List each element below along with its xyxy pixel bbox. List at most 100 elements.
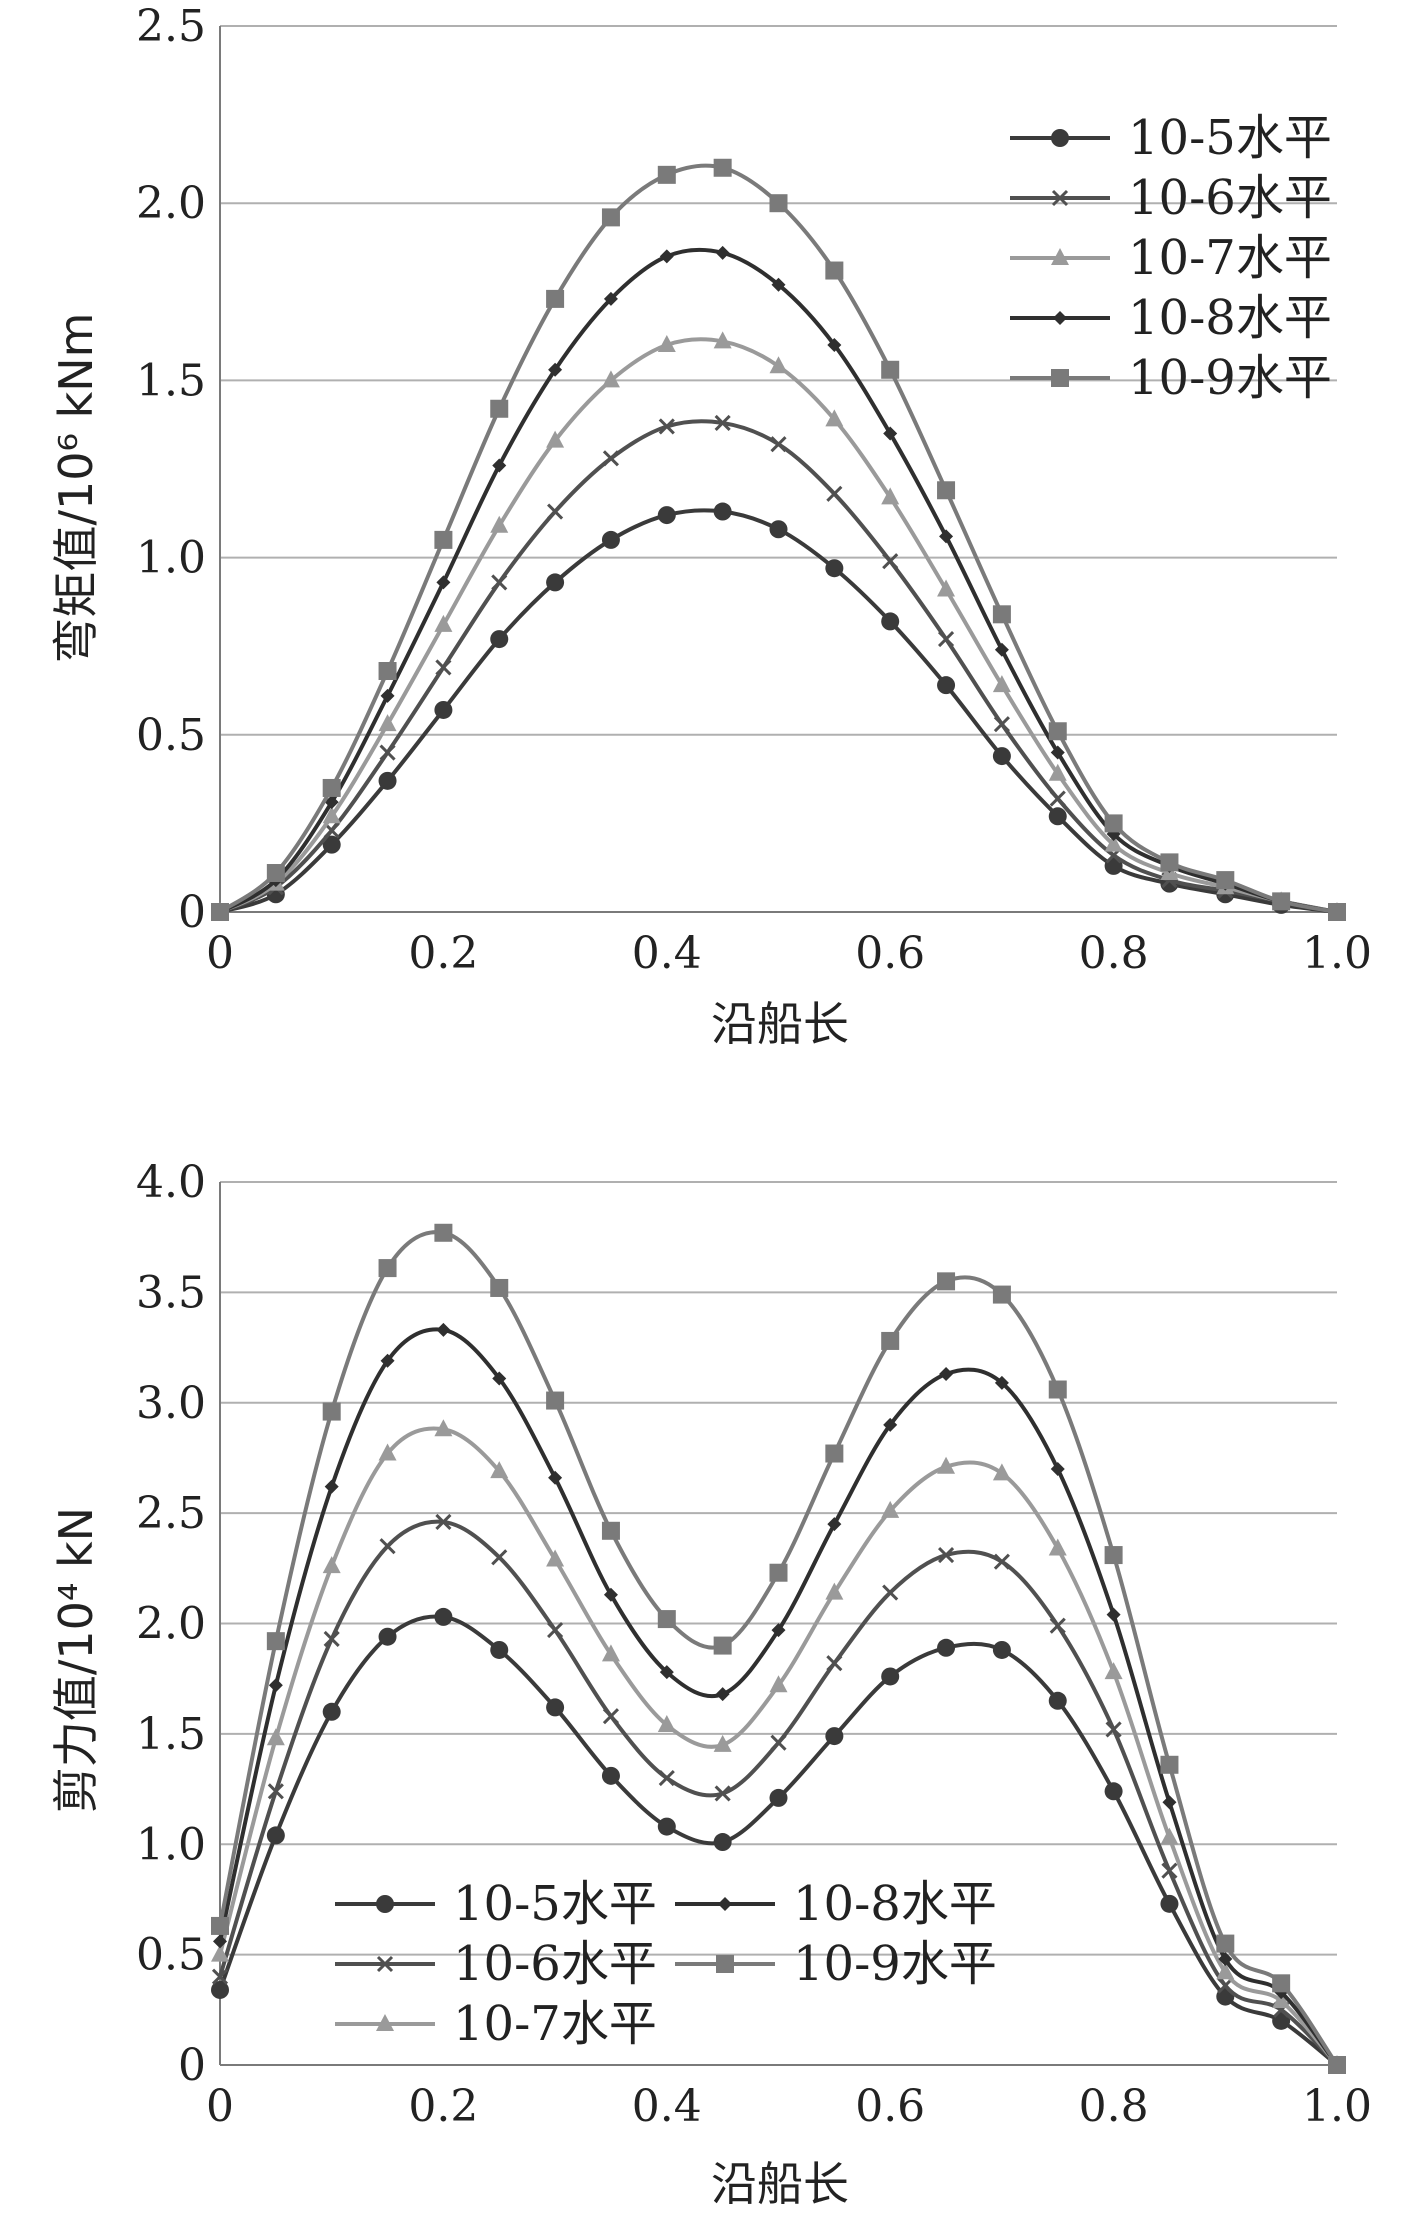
data-point	[769, 1675, 788, 1693]
data-point	[769, 1788, 788, 1807]
data-point	[322, 778, 341, 797]
series-5	[211, 158, 1346, 921]
data-point	[490, 399, 509, 418]
legend-label: 10-8水平	[793, 1876, 997, 1932]
data-point	[827, 1517, 842, 1532]
x-axis-title: 沿船长	[711, 997, 849, 1051]
data-point	[548, 1470, 563, 1485]
data-point	[491, 574, 508, 591]
data-point	[211, 1944, 229, 1962]
data-point	[266, 1826, 285, 1845]
legend-label: 10-6水平	[453, 1936, 657, 1992]
data-point	[268, 1678, 283, 1693]
data-point	[211, 903, 229, 921]
data-point	[713, 158, 732, 177]
data-point	[769, 1563, 788, 1582]
chart-grid	[220, 1181, 1337, 1956]
legend-marker	[1051, 129, 1069, 147]
data-point	[881, 360, 900, 379]
data-point	[825, 1582, 844, 1600]
data-point	[378, 1443, 397, 1461]
data-point	[825, 559, 844, 578]
y-tick-label: 0	[178, 2040, 206, 2091]
data-point	[937, 631, 955, 648]
data-point	[713, 502, 732, 521]
data-point	[490, 1278, 509, 1297]
data-point	[603, 291, 618, 306]
series-line	[218, 1327, 1339, 2067]
data-point	[602, 1708, 620, 1725]
legend-marker	[1051, 248, 1069, 265]
data-point	[769, 356, 788, 374]
data-point	[770, 436, 787, 453]
series-3	[211, 1419, 1346, 2072]
x-tick-label: 0.8	[1079, 2081, 1149, 2132]
data-point	[1104, 1782, 1123, 1801]
legend-item: 10-8水平	[675, 1876, 997, 1932]
data-point	[1218, 1952, 1233, 1967]
data-point	[267, 1783, 284, 1800]
x-tick-label: 0.4	[632, 928, 702, 979]
data-point	[490, 1640, 509, 1659]
bending-moment-chart: 0 0.5 1.0 1.5 2.0 2.5 0 0.2 0.4 0.6 0.8 1.0 沿船长 弯矩值…	[49, 1, 1372, 1051]
data-point	[546, 289, 565, 308]
chart-series	[211, 158, 1346, 921]
x-tick-label: 0	[206, 928, 234, 979]
x-tick-label: 0.6	[855, 928, 925, 979]
data-point	[1272, 1990, 1291, 2008]
data-point	[378, 771, 397, 790]
data-point	[992, 675, 1011, 693]
y-tick-label: 1.5	[136, 355, 206, 406]
data-point	[266, 864, 285, 883]
data-point	[1216, 1934, 1235, 1953]
data-point	[324, 1479, 339, 1494]
data-point	[434, 1223, 453, 1242]
data-point	[1049, 1617, 1066, 1634]
y-tick-label: 2.0	[136, 1599, 206, 1650]
data-point	[937, 481, 956, 500]
x-tick-label: 0.6	[855, 2081, 925, 2132]
series-line	[219, 508, 1338, 914]
series-line	[219, 337, 1338, 914]
legend-label: 10-6水平	[1128, 170, 1332, 226]
legend-item: 10-5水平	[335, 1876, 657, 1932]
data-point	[993, 1553, 1010, 1570]
data-point	[825, 1727, 844, 1746]
data-point	[937, 1547, 955, 1564]
data-point	[211, 1980, 229, 1999]
data-point	[434, 1419, 453, 1437]
data-point	[211, 1968, 229, 1985]
data-point	[1328, 2056, 1346, 2074]
data-point	[379, 744, 396, 761]
data-point	[1161, 1862, 1178, 1879]
data-point	[881, 612, 900, 631]
data-point	[266, 1632, 285, 1651]
data-point	[937, 1638, 956, 1657]
data-point	[490, 630, 509, 649]
data-point	[1049, 790, 1066, 807]
data-point	[1104, 1662, 1123, 1680]
data-point	[937, 676, 956, 695]
data-point	[322, 835, 341, 854]
data-point	[546, 573, 565, 592]
data-point	[1050, 745, 1065, 760]
legend-item: 10-7水平	[335, 1996, 657, 2052]
data-point	[213, 1934, 227, 1949]
chart-ticks: 0 0.5 1.0 1.5 2.0 2.5 0 0.2 0.4 0.6 0.8 1.0	[136, 1, 1372, 979]
data-point	[546, 1698, 565, 1717]
data-point	[435, 1513, 452, 1531]
data-point	[993, 716, 1010, 733]
chart-ticks: 0 0.5 1.0 1.5 2.0 2.5 3.0 3.5 4.0 0 0.2 0.4 0.6 0.8 1.…	[136, 1157, 1372, 2132]
data-point	[937, 579, 956, 597]
data-point	[826, 1655, 843, 1672]
data-point	[378, 662, 397, 681]
y-tick-label: 1.5	[136, 1709, 206, 1760]
data-point	[490, 1461, 509, 1479]
data-point	[1050, 1461, 1065, 1476]
data-point	[1162, 1795, 1177, 1810]
series-4	[213, 245, 1344, 919]
data-point	[825, 261, 844, 280]
data-point	[547, 503, 564, 520]
data-point	[937, 1272, 956, 1291]
